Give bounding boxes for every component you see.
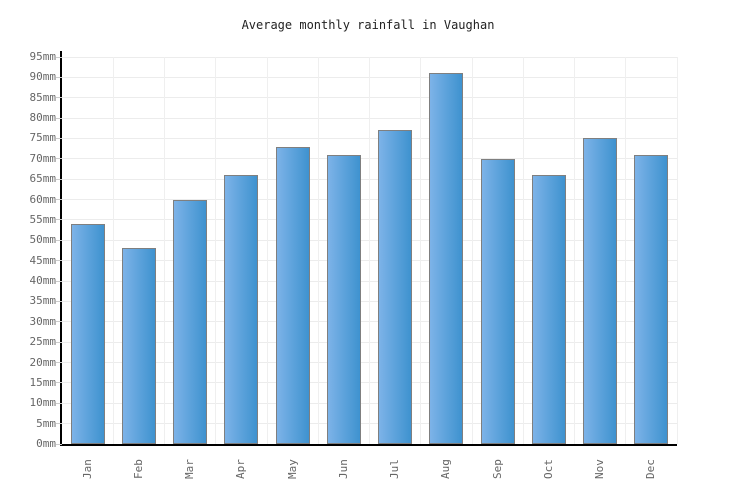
y-axis-tick-95mm [56,56,62,58]
v-gridline-3 [215,57,217,444]
y-axis-tick-15mm [56,382,62,384]
y-axis-label-50mm: 50mm [29,233,57,247]
y-axis-tick-30mm [56,321,62,323]
bar-sep[interactable] [480,158,515,444]
x-axis-line [60,444,677,446]
y-axis-tick-20mm [56,362,62,364]
y-axis-label-0mm: 0mm [36,437,56,450]
bar-jul[interactable] [378,130,413,444]
x-axis-label-mar: Mar [183,459,197,479]
y-axis-tick-65mm [56,178,62,180]
x-axis-label-aug: Aug [439,459,453,479]
bar-apr[interactable] [224,175,259,444]
v-gridline-1 [112,57,114,444]
x-axis-label-sep: Sep [490,459,504,479]
y-axis-tick-45mm [56,260,62,262]
v-gridline-4 [266,57,268,444]
y-axis-tick-50mm [56,239,62,241]
y-axis-tick-5mm [56,423,62,425]
y-axis-label-15mm: 15mm [29,375,57,389]
y-axis-label-20mm: 20mm [29,355,57,369]
y-axis-label-35mm: 35mm [29,294,57,308]
y-axis-tick-40mm [56,280,62,282]
bar-dec[interactable] [634,154,669,444]
x-axis-label-dec: Dec [644,459,658,479]
y-axis-tick-80mm [56,117,62,119]
y-axis-label-65mm: 65mm [29,172,57,186]
chart-title: Average monthly rainfall in Vaughan [241,18,495,32]
bar-aug[interactable] [429,73,464,444]
x-axis-label-apr: Apr [234,459,248,479]
y-axis-tick-60mm [56,199,62,201]
y-axis-tick-75mm [56,137,62,139]
v-gridline-12 [676,57,678,444]
y-axis-label-55mm: 55mm [29,212,57,226]
y-axis-tick-90mm [56,76,62,78]
x-axis-label-jul: Jul [388,459,402,479]
y-axis-label-70mm: 70mm [29,151,57,165]
v-gridline-2 [164,57,165,444]
y-axis-label-10mm: 10mm [29,396,57,410]
y-axis-label-30mm: 30mm [29,314,57,328]
y-axis-tick-0mm [56,443,62,445]
bar-jan[interactable] [70,224,105,444]
bar-mar[interactable] [173,199,208,444]
x-axis-label-jun: Jun [336,459,350,479]
y-axis-tick-35mm [56,300,62,302]
bar-feb[interactable] [121,248,156,444]
y-axis-line [60,51,62,446]
bar-oct[interactable] [531,175,566,444]
y-axis-tick-10mm [56,402,62,404]
y-axis-label-90mm: 90mm [29,70,57,84]
v-gridline-6 [369,57,370,444]
v-gridline-7 [420,57,422,444]
y-axis-label-75mm: 75mm [29,131,57,145]
y-axis-label-60mm: 60mm [29,192,57,206]
y-axis-label-45mm: 45mm [29,253,57,267]
y-axis-label-85mm: 85mm [29,90,57,104]
y-axis-label-40mm: 40mm [29,274,57,288]
y-axis-tick-70mm [56,158,62,160]
v-gridline-9 [522,57,524,444]
y-axis-tick-25mm [56,341,62,343]
x-axis-label-jan: Jan [80,459,94,479]
plot-area: 0mm 5mm 10mm 15mm 20mm 25mm 30mm 35mm 40mm 45mm 50… [30,50,678,479]
bar-may[interactable] [275,146,310,444]
y-axis-tick-85mm [56,97,62,99]
x-axis-label-nov: Nov [593,459,607,479]
v-gridline-10 [574,57,575,444]
bar-jun[interactable] [326,154,361,444]
bar-nov[interactable] [583,138,618,444]
y-axis-tick-55mm [56,219,62,221]
v-gridline-8 [471,57,473,444]
x-axis-label-may: May [285,459,299,479]
v-gridline-11 [625,57,627,444]
y-axis-label-25mm: 25mm [29,335,57,349]
y-axis-label-95mm: 95mm [29,50,57,63]
v-gridline-5 [317,57,319,444]
y-axis-label-5mm: 5mm [36,416,56,430]
x-axis-label-oct: Oct [541,459,555,479]
x-axis-label-feb: Feb [131,459,145,479]
y-axis-label-80mm: 80mm [29,111,57,125]
